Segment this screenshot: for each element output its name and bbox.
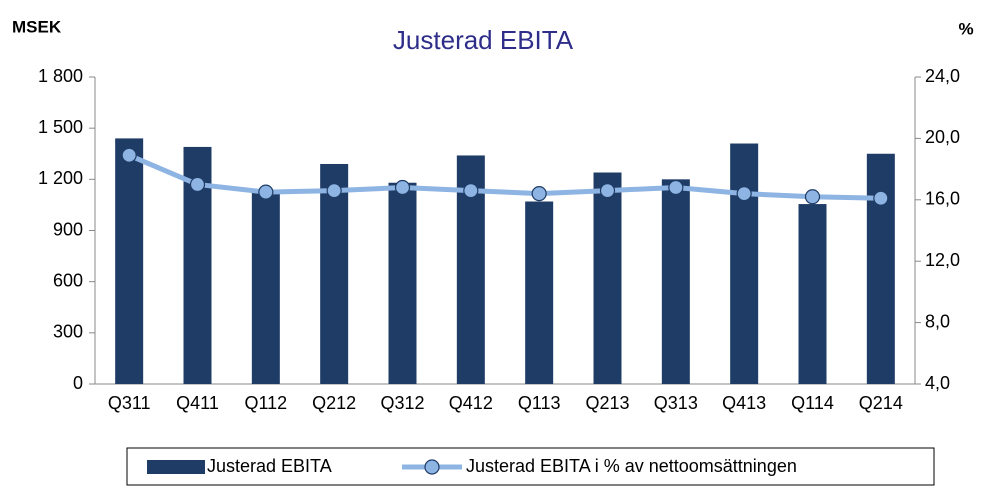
- y2-tick-label: 12,0: [925, 250, 960, 270]
- x-tick-label: Q412: [449, 393, 493, 413]
- line-marker: [258, 184, 274, 200]
- line-marker: [326, 182, 342, 199]
- x-tick-label: Q413: [722, 393, 766, 413]
- y-tick-label: 1 200: [38, 168, 83, 188]
- x-tick-label: Q311: [108, 393, 151, 413]
- line-marker: [599, 182, 616, 199]
- y2-tick-label: 4,0: [925, 373, 950, 393]
- line-marker: [736, 186, 752, 202]
- line-marker: [873, 190, 889, 206]
- line-marker: [189, 176, 206, 193]
- legend-box: [126, 447, 935, 486]
- y2-tick-label: 8,0: [925, 311, 950, 331]
- x-tick-label: Q114: [791, 393, 834, 413]
- bar: [388, 182, 417, 384]
- bar: [251, 192, 280, 384]
- legend-label: Justerad EBITA i % av nettoomsättningen: [466, 456, 797, 476]
- x-tick-label: Q313: [654, 393, 698, 413]
- y-tick-label: 0: [73, 373, 83, 393]
- legend-label: Justerad EBITA: [207, 456, 332, 476]
- y-tick-label: 300: [53, 322, 83, 342]
- y2-tick-label: 20,0: [925, 127, 960, 147]
- y-tick-label: 900: [53, 219, 83, 239]
- x-tick-label: Q213: [585, 393, 629, 413]
- x-tick-label: Q112: [244, 393, 287, 413]
- y-axis-label: MSEK: [12, 17, 62, 36]
- bar: [661, 179, 690, 384]
- x-tick-label: Q113: [518, 393, 561, 413]
- chart-title: Justerad EBITA: [393, 25, 574, 55]
- x-tick-label: Q312: [380, 393, 424, 413]
- y-tick-label: 1 500: [38, 117, 83, 137]
- line-marker: [804, 189, 821, 205]
- bar: [798, 204, 827, 384]
- bar: [730, 143, 759, 384]
- x-tick-label: Q411: [176, 393, 219, 413]
- y2-tick-label: 24,0: [925, 66, 960, 86]
- x-tick-label: Q214: [859, 393, 903, 413]
- line-marker: [463, 182, 479, 199]
- y2-axis-label: %: [958, 19, 973, 38]
- line: [128, 152, 881, 201]
- line-marker: [394, 179, 411, 196]
- line-marker: [531, 186, 547, 202]
- bar: [866, 153, 895, 384]
- legend-swatch-marker: [424, 459, 440, 475]
- legend-swatch: [147, 460, 205, 474]
- bar: [593, 172, 622, 384]
- x-tick-label: Q212: [312, 393, 356, 413]
- bar: [320, 163, 349, 384]
- bar: [525, 201, 554, 384]
- line-marker: [121, 147, 137, 163]
- y-tick-label: 1 800: [38, 66, 83, 86]
- line-marker: [668, 179, 684, 196]
- bar: [115, 138, 144, 384]
- y2-tick-label: 16,0: [925, 189, 960, 209]
- y-tick-label: 600: [53, 270, 83, 290]
